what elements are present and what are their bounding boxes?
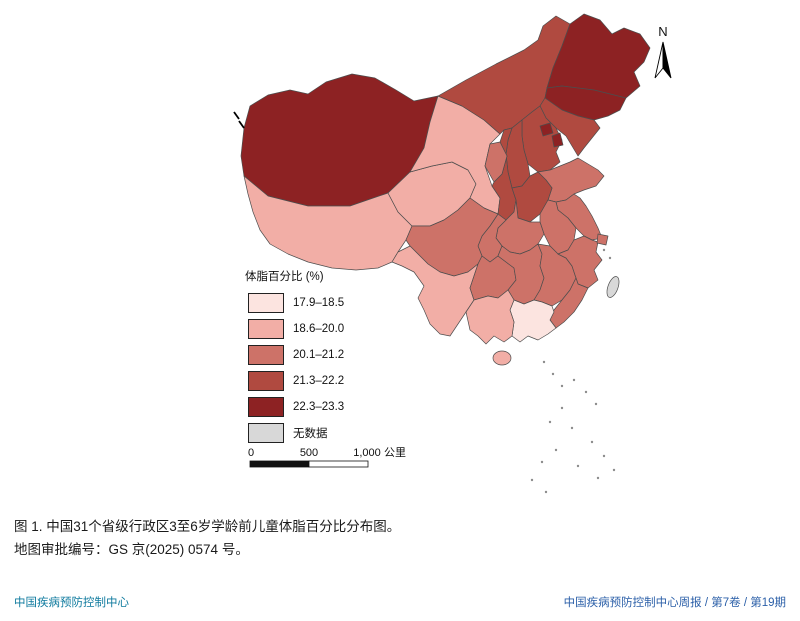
scale-unit-label: 公里 bbox=[384, 446, 406, 459]
province-beijing bbox=[539, 122, 554, 137]
legend-label: 21.3–22.2 bbox=[293, 374, 345, 387]
scale-tick-500: 500 bbox=[300, 447, 318, 459]
north-arrow-right-half bbox=[662, 41, 672, 79]
footer-left: 中国疾病预防控制中心 bbox=[14, 597, 129, 609]
legend-items: 17.9–18.5 18.6–20.0 20.1–21.2 21.3–22.2 22.3… bbox=[243, 292, 344, 443]
legend-item: 20.1–21.2 bbox=[248, 344, 344, 365]
legend-swatch bbox=[248, 396, 284, 417]
legend-swatch bbox=[248, 370, 284, 391]
province-guangdong bbox=[509, 299, 557, 343]
map-legend: 体脂百分比 (%) 17.9–18.5 18.6–20.0 20.1–21.2 21.… bbox=[243, 268, 344, 448]
legend-item: 18.6–20.0 bbox=[248, 318, 344, 339]
figure-caption: 图 1. 中国31个省级行政区3至6岁学龄前儿童体脂百分比分布图。 地图审批编号… bbox=[14, 516, 400, 562]
caption-line2: 地图审批编号：GS 京(2025) 0574 号。 bbox=[14, 541, 249, 557]
small-islands bbox=[530, 248, 616, 494]
province-tianjin bbox=[551, 132, 564, 148]
legend-item: 22.3–23.3 bbox=[248, 396, 344, 417]
province-taiwan bbox=[606, 276, 620, 298]
legend-label: 20.1–21.2 bbox=[293, 348, 345, 361]
legend-item: 17.9–18.5 bbox=[248, 292, 344, 313]
province-guangxi bbox=[465, 289, 515, 345]
legend-swatch bbox=[248, 344, 284, 365]
provinces bbox=[240, 13, 651, 366]
province-ningxia bbox=[484, 141, 508, 183]
legend-item: 无数据 bbox=[248, 422, 344, 443]
scale-bar-segment-white bbox=[308, 460, 369, 468]
north-arrow-left-half bbox=[654, 41, 664, 79]
scale-bar: 0 500 1,000 公里 bbox=[248, 446, 406, 468]
legend-swatch bbox=[248, 292, 284, 313]
province-zhejiang bbox=[557, 235, 603, 289]
legend-swatch bbox=[248, 318, 284, 339]
scale-bar-segment-black bbox=[249, 460, 310, 468]
scale-tick-1000: 1,000 bbox=[353, 447, 381, 459]
legend-label: 22.3–23.3 bbox=[293, 400, 345, 413]
legend-swatch bbox=[248, 422, 284, 443]
undefined-boundary-marks bbox=[233, 111, 245, 129]
north-arrow: N bbox=[654, 24, 672, 79]
legend-label: 18.6–20.0 bbox=[293, 322, 345, 335]
north-arrow-label: N bbox=[658, 24, 667, 39]
legend-item: 21.3–22.2 bbox=[248, 370, 344, 391]
province-fujian bbox=[549, 277, 589, 329]
province-xizang bbox=[243, 175, 413, 271]
province-hainan bbox=[492, 350, 512, 366]
legend-label: 无数据 bbox=[293, 427, 328, 440]
caption-line1: 图 1. 中国31个省级行政区3至6岁学龄前儿童体脂百分比分布图。 bbox=[14, 519, 401, 534]
footer-right: 中国疾病预防控制中心周报 / 第7卷 / 第19期 bbox=[563, 597, 786, 609]
legend-title: 体脂百分比 (%) bbox=[245, 271, 324, 283]
legend-label: 17.9–18.5 bbox=[293, 296, 345, 309]
province-shanghai bbox=[596, 233, 609, 246]
scale-tick-0: 0 bbox=[248, 447, 254, 459]
